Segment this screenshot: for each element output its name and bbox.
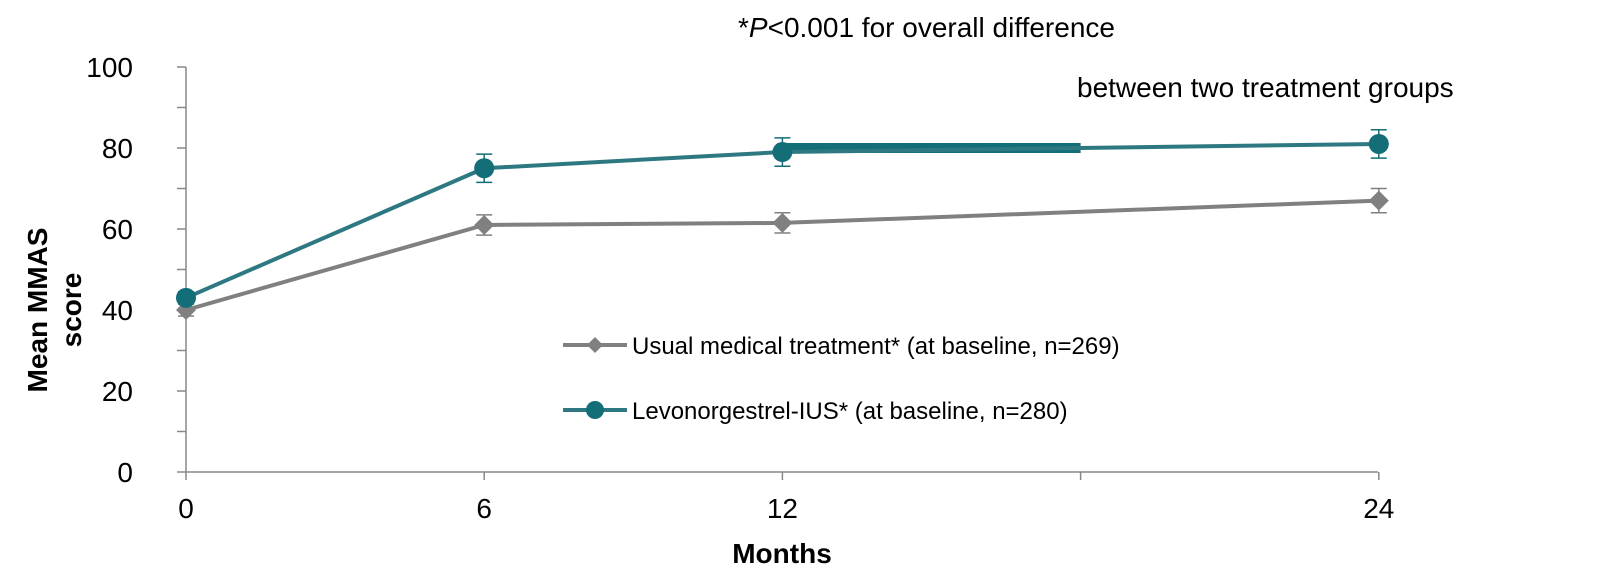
y-tick-label: 20 — [102, 376, 133, 407]
y-tick-label: 60 — [102, 214, 133, 245]
y-tick-label: 100 — [86, 52, 133, 83]
y-tick-label: 80 — [102, 133, 133, 164]
series-line — [185, 198, 1379, 312]
x-tick-label: 12 — [767, 493, 798, 524]
x-tick-label: 0 — [178, 493, 194, 524]
y-tick-label: 0 — [117, 457, 133, 488]
series-levonorgestrel-ius — [176, 129, 1389, 308]
x-axis-ticks: 0 6 12 24 — [178, 472, 1394, 524]
y-axis-title-line1: Mean MMAS — [22, 228, 53, 393]
data-point-diamond — [474, 214, 495, 235]
data-point-circle — [474, 158, 495, 179]
legend-label-ius: Levonorgestrel-IUS* (at baseline, n=280) — [632, 398, 1068, 425]
legend-label-usual: Usual medical treatment* (at baseline, n… — [632, 333, 1120, 360]
y-axis-title: Mean MMAS score — [22, 228, 87, 393]
p-value-note-line2: between two treatment groups — [1077, 72, 1454, 103]
legend: Usual medical treatment* (at baseline, n… — [563, 333, 1120, 425]
series-usual-medical-treatment — [176, 187, 1389, 320]
y-axis-title-line2: score — [56, 273, 87, 348]
x-tick-label: 6 — [476, 493, 492, 524]
x-axis-title: Months — [732, 538, 832, 569]
legend-marker-diamond — [587, 337, 603, 353]
data-point-diamond — [1368, 190, 1389, 211]
series-layer — [176, 129, 1389, 320]
y-tick-label: 40 — [102, 295, 133, 326]
data-point-circle — [1368, 133, 1389, 154]
p-value-note: *P<0.001 for overall difference — [738, 12, 1115, 43]
legend-marker-circle — [586, 401, 604, 419]
series-line — [185, 141, 1379, 300]
data-point-circle — [176, 287, 196, 308]
data-point-diamond — [772, 212, 793, 233]
data-point-circle — [772, 142, 793, 163]
y-axis-ticks: 0 20 40 60 80 100 — [86, 52, 186, 488]
x-tick-label: 24 — [1363, 493, 1394, 524]
